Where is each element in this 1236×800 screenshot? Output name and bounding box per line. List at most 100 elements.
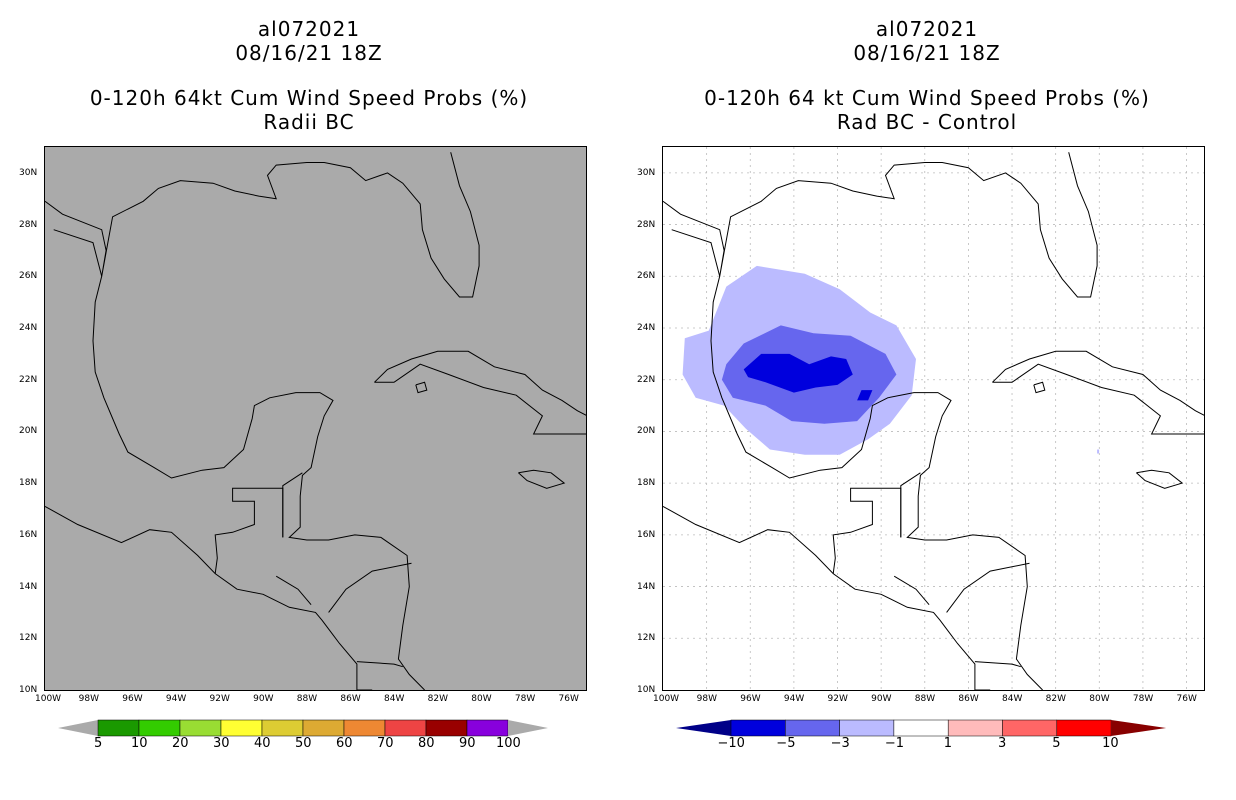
colorbar-label: 30 — [213, 736, 230, 751]
country-border — [832, 487, 902, 574]
coastline — [53, 229, 425, 690]
product-title: 0-120h 64kt Cum Wind Speed Probs (%) — [89, 86, 529, 110]
colorbar-swatch — [730, 719, 786, 737]
lat-tick-label: 28N — [19, 219, 38, 230]
coastline — [1033, 381, 1046, 394]
lon-tick-label: 84W — [1002, 694, 1023, 704]
colorbar-label: −3 — [830, 736, 850, 751]
colorbar-label: 70 — [377, 736, 394, 751]
lon-tick-label: 76W — [558, 694, 579, 704]
product-title: 0-120h 64 kt Cum Wind Speed Probs (%) — [704, 86, 1150, 110]
right-colorbar — [676, 719, 1167, 737]
coastline — [45, 505, 373, 690]
colorbar-label: 10 — [131, 736, 148, 751]
lat-tick-label: 20N — [19, 426, 38, 437]
colorbar-end-low — [676, 720, 731, 736]
lon-tick-label: 98W — [696, 694, 717, 704]
lon-tick-label: 80W — [1089, 694, 1110, 704]
lat-tick-label: 10N — [19, 685, 38, 695]
lon-tick-label: 90W — [253, 694, 274, 704]
colorbar-swatch — [97, 719, 140, 737]
lat-tick-label: 22N — [19, 374, 38, 385]
coastline — [992, 350, 1204, 435]
colorbar-swatch — [947, 719, 1003, 737]
colorbar-swatch — [302, 719, 345, 737]
colorbar-swatch — [466, 719, 509, 737]
lat-tick-label: 28N — [637, 219, 656, 230]
country-border — [900, 472, 921, 538]
right-map-svg — [663, 147, 1204, 690]
datetime: 08/16/21 18Z — [235, 41, 383, 65]
coastline — [415, 381, 428, 394]
colorbar-label: −5 — [776, 736, 796, 751]
lat-tick-label: 26N — [19, 271, 38, 282]
product-subtitle: Rad BC - Control — [836, 110, 1018, 134]
lon-tick-label: 80W — [471, 694, 492, 704]
lon-tick-label: 82W — [1045, 694, 1067, 704]
lat-tick-label: 16N — [637, 529, 656, 540]
lon-tick-label: 94W — [165, 694, 187, 704]
colorbar-label: 40 — [254, 736, 271, 751]
lat-tick-label: 20N — [637, 426, 656, 437]
datetime: 08/16/21 18Z — [853, 41, 1001, 65]
colorbar-swatch — [1056, 719, 1112, 737]
lon-tick-label: 76W — [1176, 694, 1197, 704]
country-border — [328, 562, 412, 613]
left-map — [44, 146, 587, 691]
colorbar-label: 1 — [943, 736, 952, 751]
left-colorbar — [58, 719, 548, 737]
lon-tick-label: 86W — [958, 694, 979, 704]
contour-minus5 — [743, 353, 853, 393]
lon-tick-label: 98W — [78, 694, 99, 704]
country-border — [214, 487, 284, 574]
lon-tick-label: 94W — [783, 694, 805, 704]
lat-tick-label: 30N — [637, 167, 656, 178]
colorbar-swatch — [179, 719, 222, 737]
lon-tick-label: 78W — [1132, 694, 1154, 704]
lat-tick-label: 26N — [637, 271, 656, 282]
colorbar-end-high — [1111, 720, 1167, 736]
coastline — [45, 152, 480, 298]
colorbar-label: 100 — [496, 736, 521, 751]
lat-tick-label: 12N — [19, 633, 38, 644]
country-border — [974, 661, 1021, 668]
lon-tick-label: 82W — [427, 694, 449, 704]
lat-tick-label: 10N — [637, 685, 656, 695]
colorbar-label: 80 — [418, 736, 435, 751]
country-border — [275, 575, 312, 606]
coastline — [671, 229, 1043, 690]
lon-tick-label: 92W — [827, 694, 848, 704]
storm-id: al072021 — [257, 17, 361, 41]
colorbar-label: 60 — [336, 736, 353, 751]
colorbar-end-low — [58, 720, 98, 736]
lat-tick-label: 16N — [19, 529, 38, 540]
country-border — [282, 472, 303, 538]
coastline — [518, 469, 566, 489]
colorbar-swatch — [425, 719, 468, 737]
colorbar-swatch — [893, 719, 949, 737]
lon-tick-label: 88W — [296, 694, 318, 704]
lon-tick-label: 96W — [740, 694, 761, 704]
contour-speck — [1097, 449, 1100, 454]
colorbar-swatch — [1002, 719, 1058, 737]
colorbar-label: 10 — [1102, 736, 1119, 751]
lat-tick-label: 18N — [19, 478, 38, 489]
lon-tick-label: 100W — [653, 694, 680, 704]
lon-tick-label: 78W — [514, 694, 536, 704]
colorbar-label: −1 — [884, 736, 905, 751]
lat-tick-label: 12N — [637, 633, 656, 644]
contour-minus5-small — [857, 390, 873, 401]
coastline — [1136, 469, 1184, 489]
country-border — [946, 562, 1030, 613]
right-map — [662, 146, 1205, 691]
colorbar-end-high — [508, 720, 548, 736]
coastline — [663, 505, 991, 690]
left-map-svg — [45, 152, 586, 690]
lat-tick-label: 24N — [637, 323, 656, 333]
colorbar-swatch — [343, 719, 386, 737]
lon-tick-label: 100W — [35, 694, 62, 704]
colorbar-swatch — [839, 719, 895, 737]
lat-tick-label: 24N — [19, 323, 38, 333]
right-panel-title: al072021 08/16/21 18Z 0-120h 64 kt Cum W… — [618, 17, 1236, 134]
country-border — [356, 661, 403, 668]
